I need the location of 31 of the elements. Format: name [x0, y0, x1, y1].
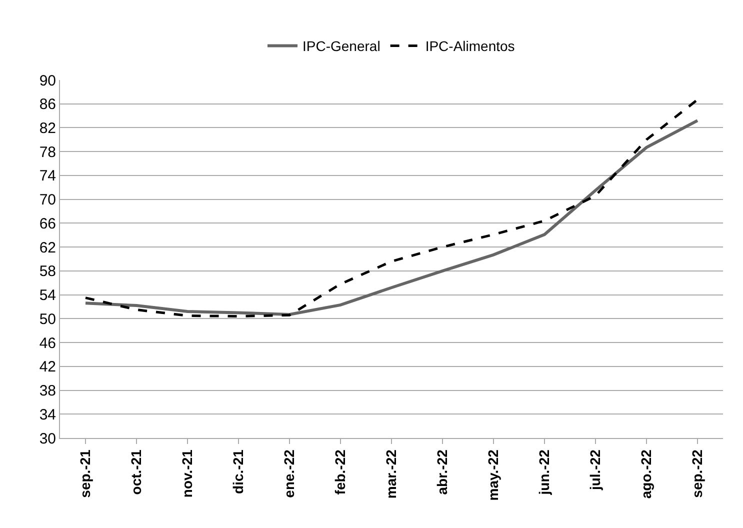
x-tick-label: mar.-22 — [383, 449, 400, 499]
y-tick-label: 62 — [39, 239, 56, 256]
x-tick-label: oct.-21 — [128, 449, 144, 495]
x-tick-label: abr.-22 — [434, 449, 450, 495]
y-tick-label: 50 — [39, 310, 56, 328]
x-tick-label: sep.-22 — [689, 449, 706, 498]
legend-label: IPC-General — [302, 38, 380, 54]
y-tick-label: 74 — [39, 168, 56, 185]
x-tick-label: ene.-22 — [281, 449, 298, 498]
x-tick-label: jun.-22 — [536, 449, 552, 496]
x-tick-label: may.-22 — [485, 449, 502, 501]
y-tick-label: 42 — [39, 358, 56, 376]
legend-label: IPC-Alimentos — [425, 38, 515, 54]
x-tick-label: jul.-22 — [587, 449, 604, 492]
y-tick-label: 58 — [39, 263, 56, 280]
y-tick-label: 38 — [39, 382, 56, 400]
x-tick-label: dic.-21 — [230, 449, 246, 494]
x-tick-label: sep.-21 — [77, 449, 94, 498]
x-tick-label: ago.-22 — [638, 449, 654, 499]
y-tick-label: 70 — [39, 192, 56, 209]
y-tick-label: 54 — [39, 287, 56, 304]
y-tick-label: 46 — [39, 334, 56, 352]
y-tick-label: 34 — [39, 406, 56, 424]
y-tick-label: 78 — [39, 144, 56, 161]
y-tick-label: 86 — [39, 96, 56, 114]
y-tick-label: 66 — [39, 215, 56, 232]
x-tick-label: nov.-21 — [179, 449, 196, 498]
y-tick-label: 82 — [39, 120, 56, 137]
y-tick-label: 90 — [39, 72, 56, 90]
y-tick-label: 30 — [39, 430, 56, 448]
x-tick-label: feb.-22 — [332, 449, 348, 495]
